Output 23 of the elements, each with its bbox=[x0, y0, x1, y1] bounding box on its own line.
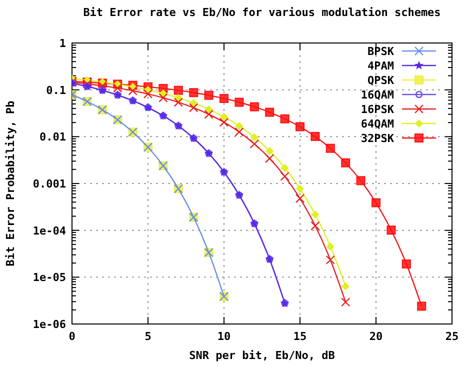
legend-label: BPSK bbox=[368, 45, 394, 58]
legend-label: 16QAM bbox=[360, 88, 394, 102]
y-tick-label: 1e-05 bbox=[32, 271, 66, 284]
x-tick-label: 5 bbox=[144, 330, 152, 343]
x-tick-label: 20 bbox=[369, 330, 383, 343]
y-tick-label: 0.1 bbox=[46, 84, 66, 97]
x-tick-label: 0 bbox=[68, 330, 76, 343]
legend-label: 64QAM bbox=[360, 118, 394, 130]
y-tick-label: 1 bbox=[59, 37, 66, 50]
x-axis-title: SNR per bit, Eb/No, dB bbox=[189, 349, 336, 362]
x-tick-label: 15 bbox=[293, 330, 307, 343]
legend-label: 4PAM bbox=[368, 60, 394, 72]
y-tick-label: 1e-06 bbox=[32, 318, 66, 331]
y-tick-label: 0.01 bbox=[40, 130, 66, 144]
legend-label: QPSK bbox=[368, 74, 394, 87]
chart-title: Bit Error rate vs Eb/No for various modulation schemes bbox=[83, 6, 441, 19]
y-tick-label: 1e-04 bbox=[32, 224, 66, 238]
legend-label: 16PSK bbox=[360, 103, 394, 116]
legend-label: 32PSK bbox=[360, 132, 394, 145]
x-tick-label: 25 bbox=[445, 330, 459, 343]
y-tick-label: 0.001 bbox=[32, 178, 66, 190]
x-tick-label: 10 bbox=[217, 330, 231, 343]
y-axis-title: Bit Error Probability, Pb bbox=[4, 100, 17, 266]
